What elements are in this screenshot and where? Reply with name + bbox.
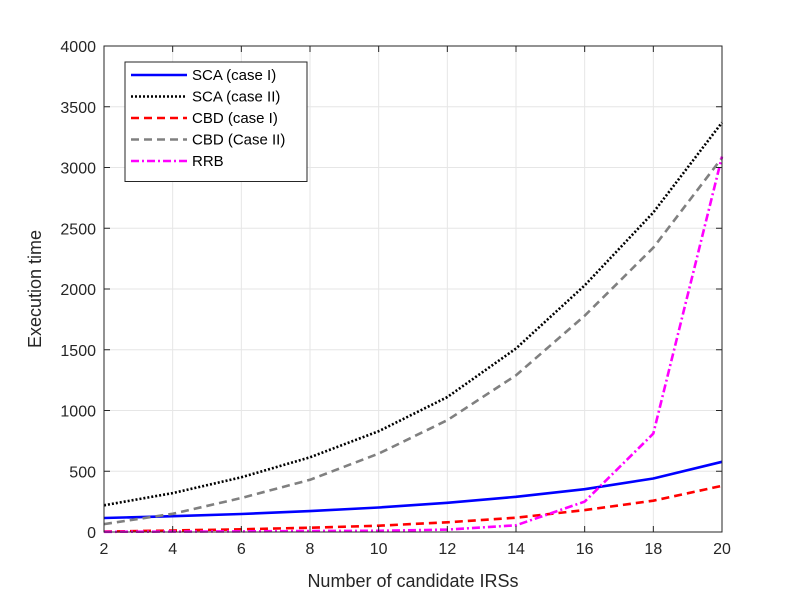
y-tick-label: 1500: [60, 343, 96, 360]
x-tick-label: 18: [644, 541, 662, 558]
legend-label: CBD (Case II): [192, 132, 285, 149]
y-tick-label: 4000: [60, 39, 96, 56]
x-tick-label: 4: [168, 541, 177, 558]
y-tick-label: 2500: [60, 221, 96, 238]
ticks: 2 4 6 8 10 12 14 16 18 20 0 500 1000 1500 2000 2500 3000…: [60, 39, 731, 558]
legend-label: CBD (case I): [192, 110, 278, 127]
x-tick-label: 10: [370, 541, 388, 558]
x-tick-label: 16: [576, 541, 594, 558]
y-tick-label: 0: [87, 525, 96, 542]
legend-box: [124, 61, 308, 182]
x-tick-label: 20: [713, 541, 731, 558]
x-tick-label: 6: [237, 541, 246, 558]
x-tick-label: 8: [306, 541, 315, 558]
y-tick-label: 500: [69, 464, 96, 481]
y-tick-label: 1000: [60, 404, 96, 421]
legend-label: SCA (case I): [192, 67, 276, 84]
y-tick-label: 3500: [60, 100, 96, 117]
legend-label: SCA (case II): [192, 89, 280, 106]
x-tick-label: 2: [100, 541, 109, 558]
x-axis-label: Number of candidate IRSs: [307, 571, 518, 591]
legend-label: RRB: [192, 153, 224, 170]
x-tick-label: 14: [507, 541, 525, 558]
x-tick-label: 12: [438, 541, 456, 558]
series-line-2: [103, 121, 724, 507]
legend: SCA (case I) SCA (case II) CBD (case I) CBD…: [124, 61, 308, 182]
series-line-1: [103, 460, 723, 520]
series-line-4: [103, 157, 724, 526]
y-axis-label: Execution time: [25, 230, 45, 348]
y-tick-label: 3000: [60, 161, 96, 178]
y-tick-label: 2000: [60, 282, 96, 299]
